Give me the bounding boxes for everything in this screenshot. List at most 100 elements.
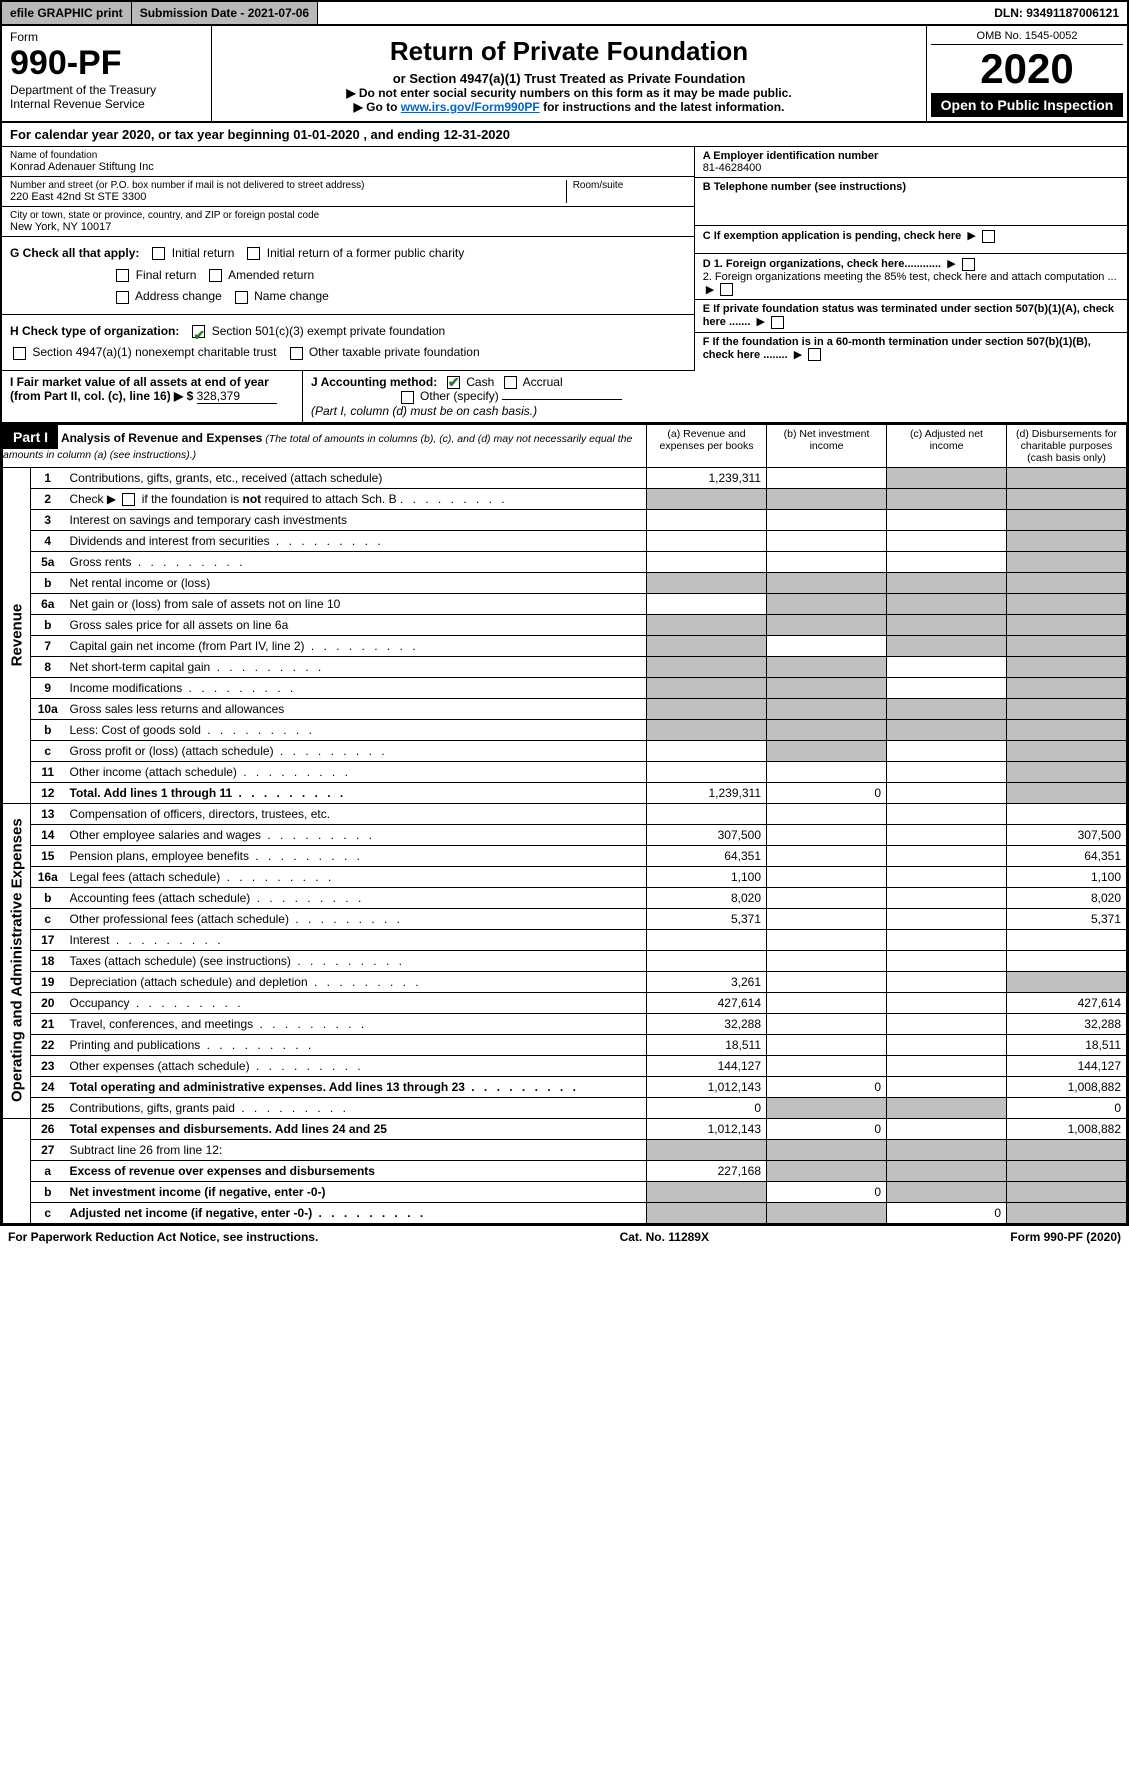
line-22-a: 18,511: [647, 1034, 767, 1055]
line-27a: Excess of revenue over expenses and disb…: [65, 1160, 647, 1181]
line-6b: Gross sales price for all assets on line…: [65, 614, 647, 635]
form-number: 990-PF: [10, 44, 203, 83]
initial-former-checkbox[interactable]: [247, 247, 260, 260]
other-taxable-checkbox[interactable]: [290, 347, 303, 360]
line-16b: Accounting fees (attach schedule): [65, 887, 647, 908]
line-16c-d: 5,371: [1007, 908, 1127, 929]
line-14-a: 307,500: [647, 824, 767, 845]
line-14: Other employee salaries and wages: [65, 824, 647, 845]
page-footer: For Paperwork Reduction Act Notice, see …: [0, 1226, 1129, 1248]
part1-header: Part I: [3, 425, 58, 449]
ein-value: 81-4628400: [703, 162, 1119, 174]
accrual-checkbox[interactable]: [504, 376, 517, 389]
line-1-a: 1,239,311: [647, 467, 767, 488]
line-25-d: 0: [1007, 1097, 1127, 1118]
ein-label: A Employer identification number: [703, 150, 1119, 162]
line-23-d: 144,127: [1007, 1055, 1127, 1076]
h-label: H Check type of organization:: [10, 324, 179, 338]
note-ssn: ▶ Do not enter social security numbers o…: [218, 86, 920, 100]
line-18: Taxes (attach schedule) (see instruction…: [65, 950, 647, 971]
cash-checkbox[interactable]: [447, 376, 460, 389]
cash-label: Cash: [466, 375, 494, 389]
line-20-a: 427,614: [647, 992, 767, 1013]
line-24: Total operating and administrative expen…: [65, 1076, 647, 1097]
d1-label: D 1. Foreign organizations, check here..…: [703, 258, 941, 270]
line-15-d: 64,351: [1007, 845, 1127, 866]
line-22: Printing and publications: [65, 1034, 647, 1055]
line-23: Other expenses (attach schedule): [65, 1055, 647, 1076]
line-16a-a: 1,100: [647, 866, 767, 887]
line-12-a: 1,239,311: [647, 782, 767, 803]
amended-return-label: Amended return: [228, 268, 314, 282]
dept-line-1: Department of the Treasury: [10, 83, 203, 97]
phone-label: B Telephone number (see instructions): [703, 181, 1119, 193]
line-26-d: 1,008,882: [1007, 1118, 1127, 1139]
line-15: Pension plans, employee benefits: [65, 845, 647, 866]
exemption-pending-checkbox[interactable]: [982, 230, 995, 243]
name-change-checkbox[interactable]: [235, 291, 248, 304]
dln: DLN: 93491187006121: [986, 2, 1127, 24]
line-24-a: 1,012,143: [647, 1076, 767, 1097]
line-19-a: 3,261: [647, 971, 767, 992]
addr-label: Number and street (or P.O. box number if…: [10, 180, 566, 191]
85pct-checkbox[interactable]: [720, 283, 733, 296]
line-26: Total expenses and disbursements. Add li…: [65, 1118, 647, 1139]
line-20: Occupancy: [65, 992, 647, 1013]
60month-checkbox[interactable]: [808, 348, 821, 361]
initial-return-checkbox[interactable]: [152, 247, 165, 260]
catalog-number: Cat. No. 11289X: [620, 1230, 709, 1244]
line-16a-d: 1,100: [1007, 866, 1127, 887]
accrual-label: Accrual: [523, 375, 563, 389]
paperwork-notice: For Paperwork Reduction Act Notice, see …: [8, 1230, 318, 1244]
j-label: J Accounting method:: [311, 375, 437, 389]
submission-date: Submission Date - 2021-07-06: [132, 2, 318, 24]
line-3: Interest on savings and temporary cash i…: [65, 509, 647, 530]
line-9: Income modifications: [65, 677, 647, 698]
line-14-d: 307,500: [1007, 824, 1127, 845]
other-method-checkbox[interactable]: [401, 391, 414, 404]
line-24-d: 1,008,882: [1007, 1076, 1127, 1097]
foreign-org-checkbox[interactable]: [962, 258, 975, 271]
line-27c: Adjusted net income (if negative, enter …: [65, 1202, 647, 1223]
line-10c: Gross profit or (loss) (attach schedule): [65, 740, 647, 761]
instructions-link[interactable]: www.irs.gov/Form990PF: [401, 100, 540, 114]
line-27b-b: 0: [767, 1181, 887, 1202]
line-6a: Net gain or (loss) from sale of assets n…: [65, 593, 647, 614]
col-d-header: (d) Disbursements for charitable purpose…: [1007, 424, 1127, 467]
sch-b-checkbox[interactable]: [122, 493, 135, 506]
line-26-b: 0: [767, 1118, 887, 1139]
address-change-checkbox[interactable]: [116, 291, 129, 304]
note-goto-pre: ▶ Go to: [354, 100, 401, 114]
other-taxable-label: Other taxable private foundation: [309, 345, 480, 359]
form-footer-label: Form 990-PF (2020): [1010, 1230, 1121, 1244]
other-method-label: Other (specify): [420, 389, 499, 403]
line-8: Net short-term capital gain: [65, 656, 647, 677]
cash-basis-note: (Part I, column (d) must be on cash basi…: [311, 404, 537, 418]
street-address: 220 East 42nd St STE 3300: [10, 191, 566, 203]
foundation-name: Konrad Adenauer Stiftung Inc: [10, 161, 686, 173]
4947-checkbox[interactable]: [13, 347, 26, 360]
initial-return-label: Initial return: [172, 246, 235, 260]
part1-title: Analysis of Revenue and Expenses: [61, 431, 262, 445]
line-2: Check ▶ if the foundation is not require…: [65, 488, 647, 509]
calendar-year-row: For calendar year 2020, or tax year begi…: [0, 123, 1129, 147]
line-17: Interest: [65, 929, 647, 950]
line-15-a: 64,351: [647, 845, 767, 866]
line-21-a: 32,288: [647, 1013, 767, 1034]
c-label: C If exemption application is pending, c…: [703, 230, 962, 242]
e-label: E If private foundation status was termi…: [703, 303, 1114, 328]
terminated-checkbox[interactable]: [771, 316, 784, 329]
efile-print-button[interactable]: efile GRAPHIC print: [2, 2, 132, 24]
top-bar: efile GRAPHIC print Submission Date - 20…: [0, 0, 1129, 26]
amended-return-checkbox[interactable]: [209, 269, 222, 282]
501c3-label: Section 501(c)(3) exempt private foundat…: [212, 324, 445, 338]
d2-label: 2. Foreign organizations meeting the 85%…: [703, 271, 1117, 283]
line-16b-a: 8,020: [647, 887, 767, 908]
final-return-checkbox[interactable]: [116, 269, 129, 282]
room-label: Room/suite: [573, 180, 686, 191]
501c3-checkbox[interactable]: [192, 325, 205, 338]
fmv-value: 328,379: [197, 389, 277, 404]
line-13: Compensation of officers, directors, tru…: [65, 803, 647, 824]
4947-label: Section 4947(a)(1) nonexempt charitable …: [32, 345, 276, 359]
revenue-side-label: Revenue: [3, 467, 31, 803]
